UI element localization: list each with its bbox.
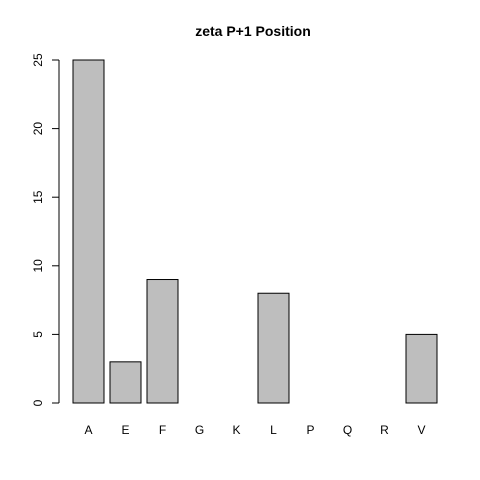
bars-group (72, 59, 438, 404)
x-tick-label: K (232, 423, 240, 437)
y-axis: 0 5 10 15 20 25 (31, 53, 60, 406)
y-tick-label: 5 (31, 331, 45, 338)
bar-V (405, 333, 438, 404)
bar-E (109, 361, 142, 404)
x-tick-label: L (270, 423, 277, 437)
x-tick-label: P (306, 423, 314, 437)
y-tick-label: 25 (31, 53, 45, 67)
y-tick-label: 20 (31, 122, 45, 136)
x-tick-label: R (380, 423, 389, 437)
y-tick-label: 10 (31, 259, 45, 273)
bar-A (72, 59, 105, 404)
x-tick-label: A (84, 423, 92, 437)
x-tick-label: F (159, 423, 166, 437)
chart-title: zeta P+1 Position (195, 23, 311, 39)
y-tick-label: 0 (31, 399, 45, 406)
x-tick-label: V (417, 423, 425, 437)
x-tick-label: E (121, 423, 129, 437)
x-tick-label: G (195, 423, 204, 437)
y-tick-label: 15 (31, 190, 45, 204)
bar-L (257, 292, 290, 404)
bar-F (146, 279, 179, 404)
x-tick-label: Q (343, 423, 352, 437)
